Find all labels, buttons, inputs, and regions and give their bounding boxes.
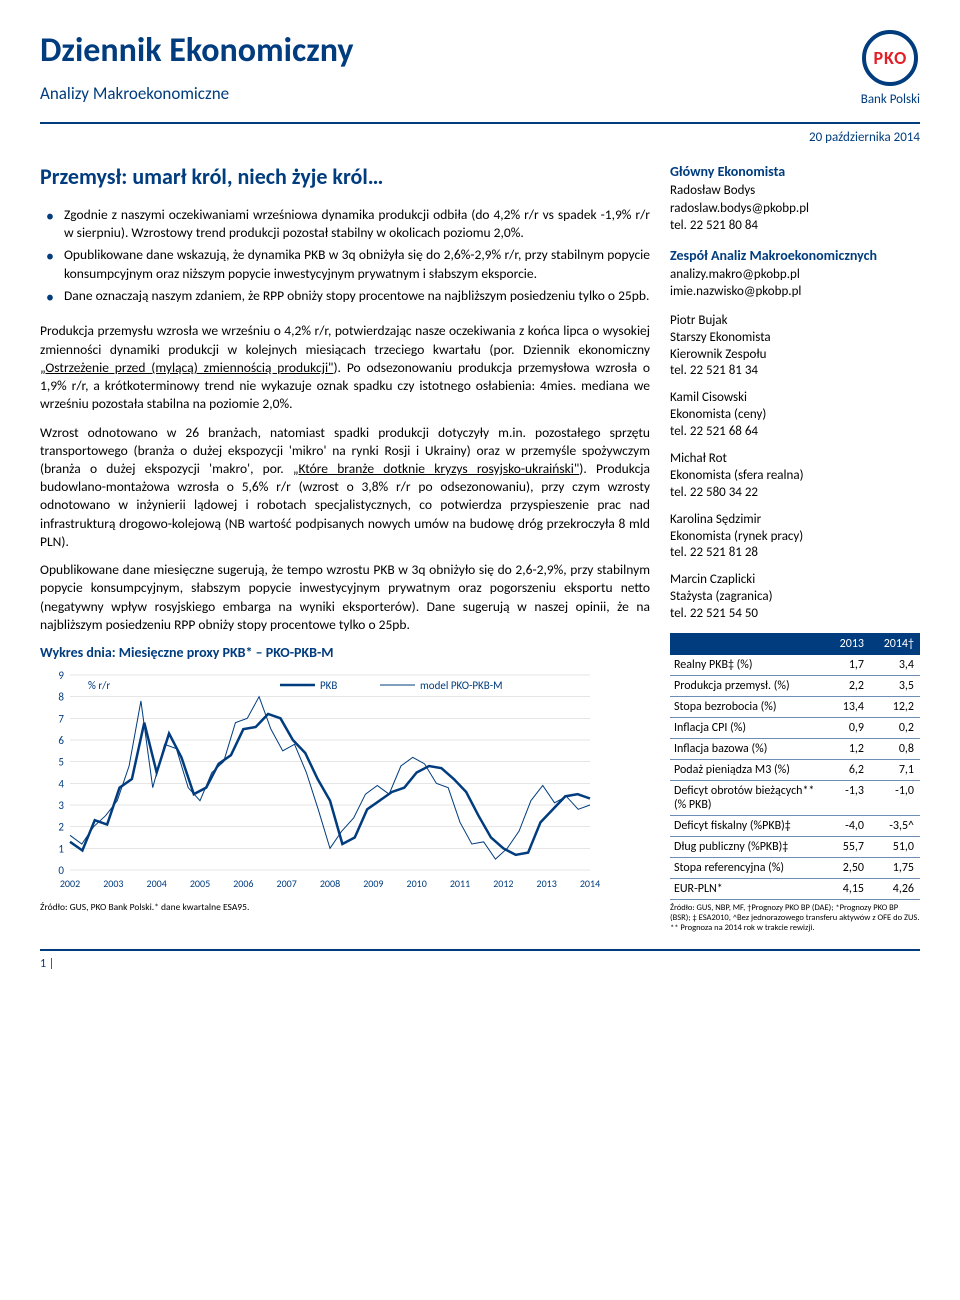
- team-member: Piotr Bujak Starszy Ekonomista Kierownik…: [670, 313, 920, 381]
- divider: [40, 122, 920, 124]
- svg-text:2012: 2012: [493, 877, 513, 890]
- page-footer: 1 |: [40, 949, 920, 971]
- link-text[interactable]: „Które branże dotknie kryzys rosyjsko-uk…: [293, 460, 579, 477]
- team-member: Michał Rot Ekonomista (sfera realna) tel…: [670, 451, 920, 502]
- chart-source: Źródło: GUS, PKO Bank Polski.* dane kwar…: [40, 901, 650, 913]
- doc-date: 20 października 2014: [40, 130, 920, 145]
- svg-text:2014: 2014: [580, 877, 600, 890]
- svg-text:9: 9: [58, 669, 64, 682]
- svg-text:2007: 2007: [277, 877, 297, 890]
- table-row: Podaż pieniądza M3 (%)6,27,1: [670, 760, 920, 781]
- chief-title: Główny Ekonomista: [670, 163, 920, 180]
- table-row: Stopa referencyjna (%)2,501,75: [670, 858, 920, 879]
- table-row: Produkcja przemysł. (%)2,23,5: [670, 676, 920, 697]
- chart-title: Wykres dnia: Miesięczne proxy PKB* – PKO…: [40, 644, 650, 661]
- table-row: Deficyt fiskalny (%PKB)‡-4,0-3,5^: [670, 816, 920, 837]
- header: Dziennik Ekonomiczny Analizy Makroekonom…: [40, 30, 920, 107]
- bullet-text: Dane oznaczają naszym zdaniem, że RPP ob…: [64, 287, 649, 305]
- table-row: Realny PKB‡ (%)1,73,4: [670, 655, 920, 676]
- doc-title: Dziennik Ekonomiczny: [40, 30, 354, 71]
- svg-text:2010: 2010: [407, 877, 427, 890]
- svg-text:1: 1: [58, 842, 64, 855]
- svg-text:2008: 2008: [320, 877, 340, 890]
- team-title: Zespół Analiz Makroekonomicznych: [670, 247, 920, 264]
- chart: 0 1 2 3 4 5 6 7 8 9 2002 2003 2004 2005 2006 2007 2008 20…: [40, 665, 600, 895]
- svg-text:2011: 2011: [450, 877, 470, 890]
- svg-text:model PKO-PKB-M: model PKO-PKB-M: [420, 679, 503, 692]
- logo-icon: PKO: [862, 30, 918, 86]
- bullet-text: Opublikowane dane wskazują, że dynamika …: [64, 246, 650, 282]
- svg-text:6: 6: [58, 734, 64, 747]
- svg-text:0: 0: [58, 864, 64, 877]
- svg-text:2: 2: [58, 821, 64, 834]
- main-content: Przemysł: umarł król, niech żyje król… •…: [40, 163, 650, 933]
- paragraph: Opublikowane dane miesięczne sugerują, ż…: [40, 561, 650, 634]
- svg-text:PKB: PKB: [320, 679, 337, 692]
- svg-text:2009: 2009: [363, 877, 383, 890]
- svg-text:% r/r: % r/r: [88, 679, 110, 692]
- svg-text:2003: 2003: [103, 877, 123, 890]
- svg-text:2004: 2004: [147, 877, 167, 890]
- bullet-text: Zgodnie z naszymi oczekiwaniami wrześnio…: [64, 206, 650, 242]
- table-row: EUR-PLN*4,154,26: [670, 879, 920, 900]
- paragraph: Produkcja przemysłu wzrosła we wrześniu …: [40, 322, 650, 413]
- team-member: Marcin Czaplicki Stażysta (zagranica) te…: [670, 572, 920, 623]
- table-row: Inflacja CPI (%)0,90,2: [670, 718, 920, 739]
- col-2014: 2014†: [870, 633, 920, 655]
- data-table: 2013 2014† Realny PKB‡ (%)1,73,4Produkcj…: [670, 633, 920, 933]
- bank-name: Bank Polski: [861, 92, 920, 107]
- chief-info: Radosław Bodys radoslaw.bodys@pkobp.pl t…: [670, 182, 920, 235]
- link-text[interactable]: „Ostrzeżenie przed (mylącą) zmiennością …: [40, 359, 333, 376]
- bullet-list: •Zgodnie z naszymi oczekiwaniami wrześni…: [40, 206, 650, 308]
- table-footnote: Źródło: GUS, NBP, MF, †Prognozy PKO BP (…: [670, 904, 920, 933]
- team-member: Karolina Sędzimir Ekonomista (rynek prac…: [670, 512, 920, 563]
- svg-text:2005: 2005: [190, 877, 210, 890]
- svg-text:8: 8: [58, 691, 64, 704]
- col-2013: 2013: [820, 633, 870, 655]
- svg-text:2002: 2002: [60, 877, 80, 890]
- table-row: Inflacja bazowa (%)1,20,8: [670, 739, 920, 760]
- svg-text:7: 7: [58, 712, 64, 725]
- paragraph: Wzrost odnotowano w 26 branżach, natomia…: [40, 424, 650, 552]
- table-row: Stopa bezrobocia (%)13,412,2: [670, 697, 920, 718]
- svg-text:4: 4: [58, 777, 64, 790]
- svg-text:2006: 2006: [233, 877, 253, 890]
- svg-text:5: 5: [58, 756, 64, 769]
- doc-subtitle: Analizy Makroekonomiczne: [40, 83, 354, 104]
- team-emails: analizy.makro@pkobp.pl imie.nazwisko@pko…: [670, 266, 920, 301]
- table-row: Deficyt obrotów bieżących** (% PKB)-1,3-…: [670, 781, 920, 816]
- team-member: Kamil Cisowski Ekonomista (ceny) tel. 22…: [670, 390, 920, 441]
- svg-text:2013: 2013: [537, 877, 557, 890]
- svg-text:3: 3: [58, 799, 64, 812]
- sidebar: Główny Ekonomista Radosław Bodys radosla…: [670, 163, 920, 933]
- article-title: Przemysł: umarł król, niech żyje król…: [40, 163, 650, 190]
- table-row: Dług publiczny (%PKB)‡55,751,0: [670, 837, 920, 858]
